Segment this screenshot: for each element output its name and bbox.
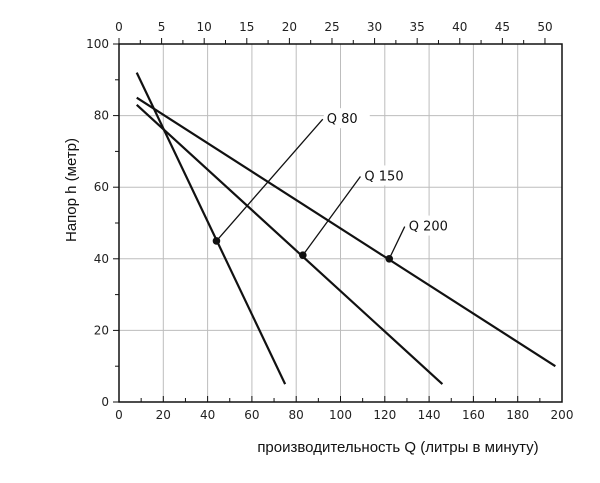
y-tick-label: 40 <box>94 252 109 266</box>
x2-tick-label: 50 <box>537 20 552 34</box>
x-tick-label: 80 <box>289 408 304 422</box>
series-line <box>135 72 287 385</box>
series-label: Q 80 <box>327 112 358 127</box>
annotation-label-background <box>323 108 370 129</box>
annotation-leader <box>388 226 406 260</box>
x-tick-label: 60 <box>244 408 259 422</box>
x2-tick-label: 10 <box>197 20 212 34</box>
x2-tick-label: 30 <box>367 20 382 34</box>
x-tick-label: 200 <box>551 408 574 422</box>
series-label: Q 150 <box>364 169 403 184</box>
y-tick-label: 100 <box>86 37 109 51</box>
y-tick-label: 0 <box>101 395 109 409</box>
x2-tick-label: 20 <box>282 20 297 34</box>
axis-ticks <box>113 38 563 403</box>
annotation-leader <box>302 176 361 256</box>
x2-tick-label: 40 <box>452 20 467 34</box>
y-axis-label: Напор h (метр) <box>63 138 80 242</box>
series-label: Q 200 <box>409 220 448 235</box>
series-line <box>135 104 444 385</box>
x-tick-label: 0 <box>115 408 123 422</box>
y-tick-label: 20 <box>94 323 109 337</box>
annotation-leader <box>215 118 324 242</box>
x2-tick-label: 15 <box>239 20 254 34</box>
x-tick-label: 100 <box>329 408 352 422</box>
x2-tick-label: 5 <box>158 20 166 34</box>
x-tick-label: 20 <box>156 408 171 422</box>
x-tick-label: 140 <box>418 408 441 422</box>
x-tick-label: 160 <box>462 408 485 422</box>
x2-axis-tick-labels: 0 5 10 15 20 25 30 35 40 45 50 <box>115 20 552 34</box>
x2-tick-label: 35 <box>410 20 425 34</box>
x2-tick-label: 0 <box>115 20 123 34</box>
y-axis-tick-labels: 0 20 40 60 80 100 <box>86 37 109 409</box>
series-group <box>135 72 556 385</box>
annotation-label-background <box>361 165 408 186</box>
y-tick-label: 60 <box>94 180 109 194</box>
y-tick-label: 80 <box>94 109 109 123</box>
x-axis-label: производительность Q (литры в минуту) <box>257 439 538 456</box>
x-tick-label: 40 <box>200 408 215 422</box>
annotation-label-background <box>405 215 452 236</box>
series-line <box>136 96 556 368</box>
x-axis-tick-labels: 0 20 40 60 80 100 120 140 160 180 200 <box>115 408 573 422</box>
annotations-group: Q 80 Q 150 Q 200 <box>215 108 452 260</box>
grid <box>119 44 562 402</box>
x-tick-label: 120 <box>373 408 396 422</box>
x-tick-label: 180 <box>506 408 529 422</box>
x2-tick-label: 25 <box>324 20 339 34</box>
x2-tick-label: 45 <box>495 20 510 34</box>
